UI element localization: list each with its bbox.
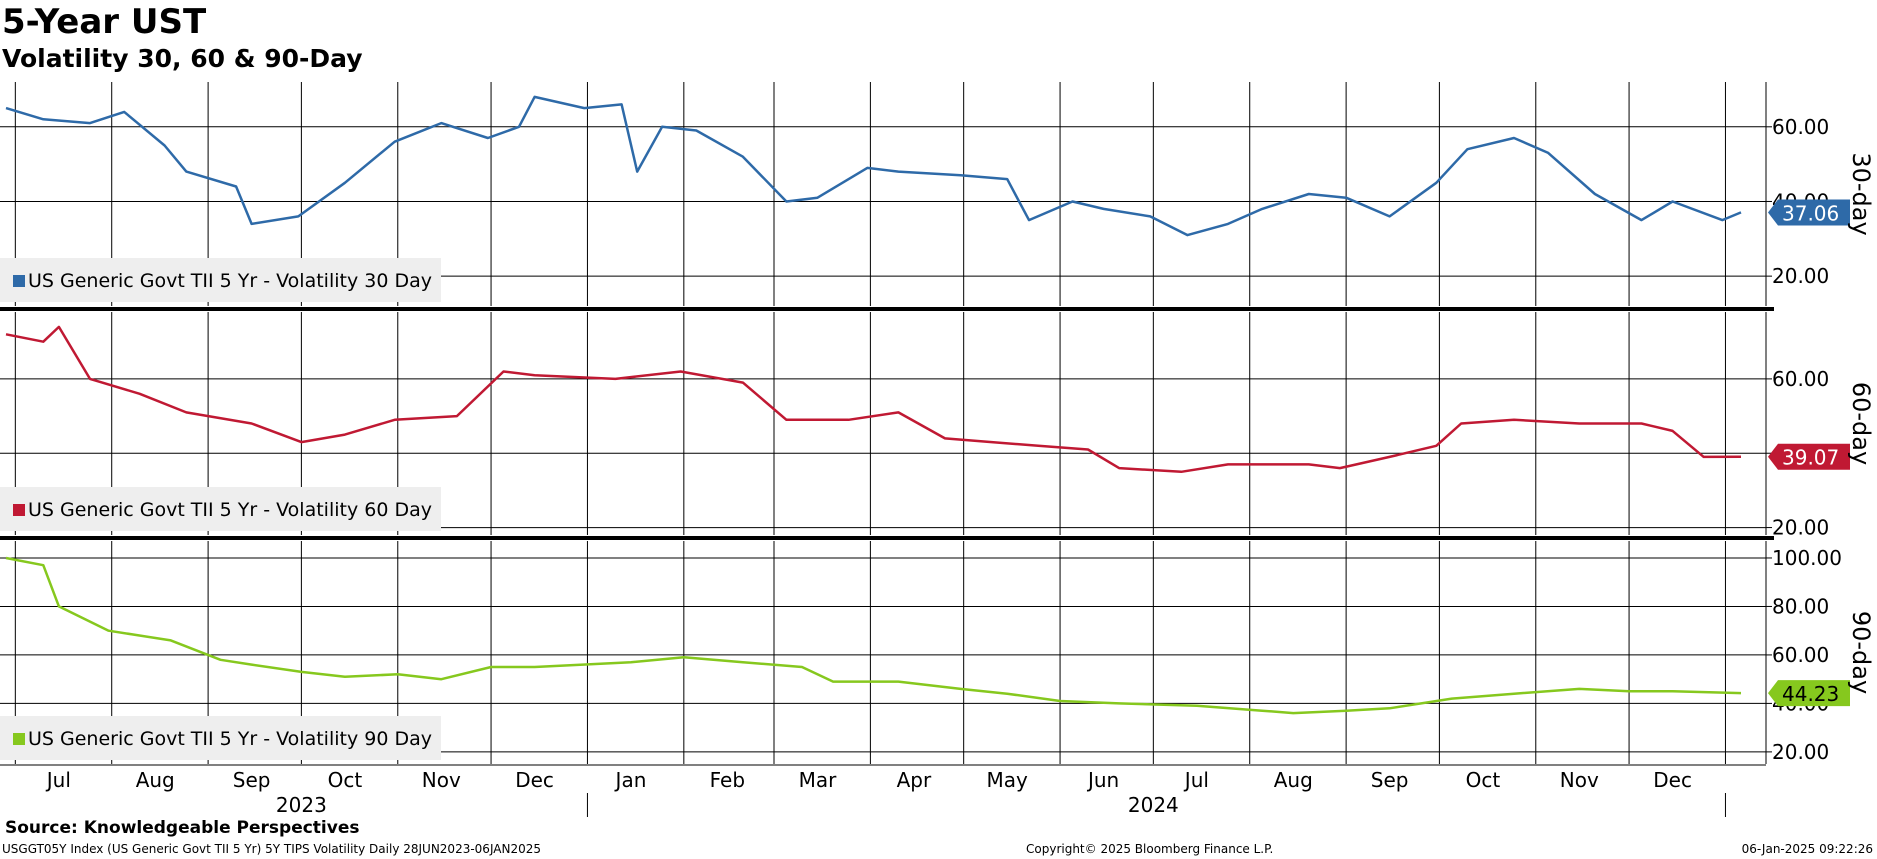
x-tick-label: Dec [1653,768,1692,792]
legend-swatch [13,733,25,745]
series-line [5,325,1742,474]
x-tick-label: Nov [422,768,461,792]
y-tick-label: 20.00 [1772,264,1829,288]
legend-label: US Generic Govt TII 5 Yr - Volatility 90… [28,728,432,750]
axis-title: 60-day [1847,382,1875,465]
chart-description: USGGT05Y Index (US Generic Govt TII 5 Yr… [2,842,541,856]
y-tick-label: 60.00 [1772,115,1829,139]
x-tick-label: Mar [799,768,838,792]
timestamp: 06-Jan-2025 09:22:26 [1741,842,1873,856]
last-value-tag [1768,443,1850,470]
series-line [5,95,1742,237]
x-tick-label: Jan [614,768,647,792]
last-value-label: 37.06 [1782,201,1839,225]
year-label: 2023 [276,793,327,817]
legend-label: US Generic Govt TII 5 Yr - Volatility 60… [28,499,432,521]
axis-title: 30-day [1847,152,1875,235]
y-tick-label: 20.00 [1772,516,1829,540]
y-tick-label: 20.00 [1772,740,1829,764]
x-tick-label: Feb [710,768,745,792]
x-tick-label: Oct [328,768,363,792]
x-tick-label: Dec [515,768,554,792]
legend-swatch [13,275,25,287]
x-tick-label: Jun [1086,768,1119,792]
legend-box [0,487,441,531]
y-tick-label: 60.00 [1772,643,1829,667]
source-note: Source: Knowledgeable Perspectives [5,818,360,838]
legend-swatch [13,504,25,516]
y-tick-label: 60.00 [1772,367,1829,391]
y-tick-label: 80.00 [1772,594,1829,618]
last-value-tag [1768,199,1850,226]
x-tick-label: Sep [233,768,271,792]
legend-box [0,258,441,302]
last-value-label: 39.07 [1782,446,1839,470]
x-tick-label: Aug [136,768,175,792]
y-tick-label: 100.00 [1772,546,1842,570]
series-line [5,556,1742,715]
page-subtitle: Volatility 30, 60 & 90-Day [2,44,363,73]
x-tick-label: May [987,768,1029,792]
x-tick-label: Jul [45,768,71,792]
page-title: 5-Year UST [2,2,207,42]
last-value-label: 44.23 [1782,682,1839,706]
x-tick-label: Sep [1371,768,1409,792]
copyright-notice: Copyright© 2025 Bloomberg Finance L.P. [1026,842,1274,856]
x-tick-label: Jul [1183,768,1209,792]
last-value-tag [1768,680,1850,707]
legend-label: US Generic Govt TII 5 Yr - Volatility 30… [28,270,432,292]
x-tick-label: Oct [1466,768,1501,792]
year-label: 2024 [1128,793,1179,817]
legend-box [0,716,441,760]
x-tick-label: Aug [1274,768,1313,792]
x-tick-label: Apr [897,768,932,792]
x-tick-label: Nov [1560,768,1599,792]
axis-title: 90-day [1847,611,1875,694]
